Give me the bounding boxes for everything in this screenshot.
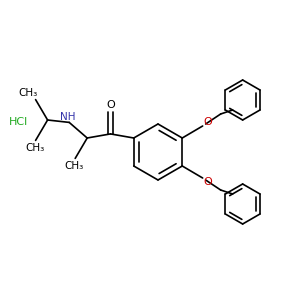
Text: CH₃: CH₃ <box>25 143 44 153</box>
Text: O: O <box>203 117 212 127</box>
Text: O: O <box>203 177 212 187</box>
Text: HCl: HCl <box>8 117 28 127</box>
Text: CH₃: CH₃ <box>64 161 84 171</box>
Text: O: O <box>106 100 115 110</box>
Text: NH: NH <box>60 112 76 122</box>
Text: CH₃: CH₃ <box>18 88 37 98</box>
